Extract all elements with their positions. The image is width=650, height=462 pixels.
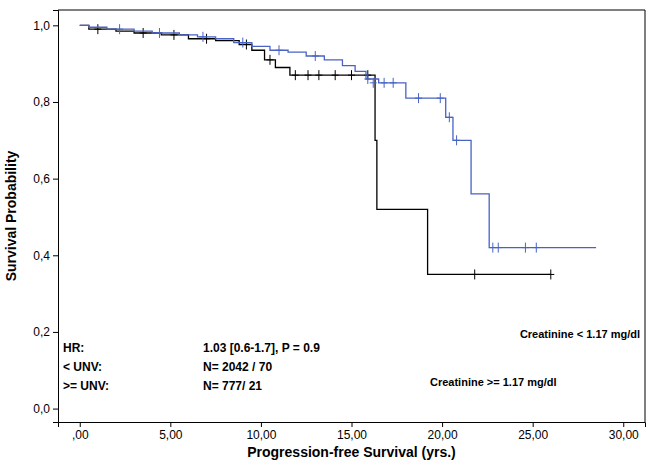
y-tick-mark (53, 255, 58, 256)
x-tick: 30,00 (609, 422, 639, 442)
x-tick-label: 15,00 (337, 428, 367, 442)
x-tick-mark (533, 422, 534, 427)
y-tick-mark (53, 409, 58, 410)
background (0, 0, 650, 462)
censor-mark (305, 70, 312, 80)
x-tick-label: 5,00 (159, 428, 183, 442)
censor-mark (415, 93, 422, 103)
x-tick-mark (80, 422, 81, 427)
annotation: < UNV: (63, 360, 102, 374)
censor-mark (276, 45, 283, 55)
y-tick-mark (53, 102, 58, 103)
plot-marks (80, 24, 596, 279)
censor-mark (437, 93, 444, 103)
x-tick-mark (261, 422, 262, 427)
censor-mark (446, 112, 453, 122)
y-tick-label: 0,6 (33, 172, 50, 186)
censor-mark (332, 70, 339, 80)
x-tick-mark (352, 422, 353, 427)
y-tick: 0,0 (33, 402, 58, 416)
censor-mark (495, 243, 502, 253)
x-tick: 20,00 (428, 422, 458, 442)
x-tick-mark (170, 422, 171, 427)
x-tick: ,00 (72, 422, 89, 442)
censor-mark (266, 55, 273, 65)
censor-mark (203, 34, 210, 44)
censor-mark (471, 269, 478, 279)
annotations: HR: 1.03 [0.6-1.7], P = 0.9 < UNV: N= 2042 … (63, 341, 320, 393)
annotation: HR: (63, 341, 84, 355)
censor-mark (292, 70, 299, 80)
y-tick: 0,6 (33, 172, 58, 186)
censor-mark (199, 32, 206, 42)
x-tick-label: 20,00 (428, 428, 458, 442)
y-tick: 0,8 (33, 95, 58, 109)
survival-line (80, 25, 551, 274)
y-axis-line (53, 11, 59, 423)
y-axis-title: Survival Probability (3, 150, 19, 281)
x-tick-mark (442, 422, 443, 427)
y-axis: 0,0 0,2 0,4 0,6 0,8 1,0 (33, 11, 58, 423)
y-tick: 0,2 (33, 325, 58, 339)
censor-mark (547, 269, 554, 279)
x-tick-mark (623, 422, 624, 427)
censor-mark (381, 78, 388, 88)
series-label: Creatinine >= 1.17 mg/dl (430, 376, 557, 388)
censor-mark (239, 38, 246, 48)
x-tick-label: 25,00 (518, 428, 548, 442)
y-tick-mark (53, 179, 58, 180)
annotation: 1.03 [0.6-1.7], P = 0.9 (203, 341, 320, 355)
censor-mark (315, 70, 322, 80)
chart: ,005,0010,0015,0020,0025,0030,000,00,20,… (0, 0, 650, 462)
censor-mark (522, 243, 529, 253)
y-tick-mark (53, 25, 58, 26)
y-tick-mark (53, 332, 58, 333)
annotation: N= 2042 / 70 (203, 360, 272, 374)
x-axis: ,00 5,00 10,00 15,00 20,00 25,00 30,00 (59, 422, 646, 442)
censor-mark (312, 51, 319, 61)
censor-mark (116, 24, 123, 34)
y-tick: 1,0 (33, 19, 58, 33)
y-tick-label: 0,0 (33, 402, 50, 416)
x-tick: 25,00 (518, 422, 548, 442)
censor-mark (170, 30, 177, 40)
series-label: Creatinine < 1.17 mg/dl (520, 328, 640, 340)
x-tick-label: 10,00 (246, 428, 276, 442)
x-tick: 15,00 (337, 422, 367, 442)
x-tick: 5,00 (159, 422, 183, 442)
censor-mark (243, 39, 250, 49)
x-axis-title: Progression-free Survival (yrs.) (247, 444, 456, 460)
x-tick: 10,00 (246, 422, 276, 442)
survival-line (80, 25, 596, 247)
y-tick-label: 0,4 (33, 249, 50, 263)
censor-mark (370, 78, 377, 88)
annotation: >= UNV: (63, 379, 109, 393)
censor-mark (140, 28, 147, 38)
x-axis-line (59, 423, 646, 428)
y-tick-label: 1,0 (33, 19, 50, 33)
censor-mark (453, 135, 460, 145)
y-tick-label: 0,8 (33, 95, 50, 109)
censor-mark (156, 28, 163, 38)
censor-mark (94, 24, 101, 34)
annotation: N= 777/ 21 (203, 379, 262, 393)
x-tick-label: ,00 (72, 428, 89, 442)
y-tick-label: 0,2 (33, 325, 50, 339)
x-tick-label: 30,00 (609, 428, 639, 442)
censor-mark (348, 70, 355, 80)
plot-frame (58, 10, 645, 422)
censor-mark (533, 243, 540, 253)
y-tick: 0,4 (33, 249, 58, 263)
censor-mark (390, 78, 397, 88)
